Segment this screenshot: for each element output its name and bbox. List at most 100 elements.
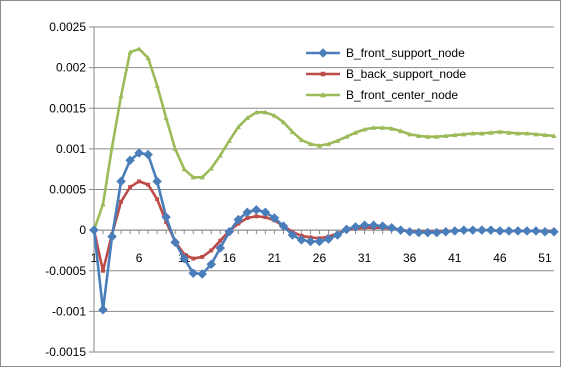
data-point <box>325 141 332 147</box>
data-point <box>155 197 160 202</box>
data-point <box>522 226 532 236</box>
data-point <box>334 138 341 143</box>
data-point <box>154 82 160 88</box>
x-tick-label: 31 <box>358 251 372 265</box>
data-point <box>314 236 325 247</box>
y-tick-label: -0.0015 <box>45 345 86 359</box>
data-point <box>551 133 557 138</box>
data-point <box>416 133 422 138</box>
data-point <box>368 220 379 231</box>
data-point <box>215 243 226 253</box>
data-point <box>89 225 99 235</box>
data-point <box>98 304 108 315</box>
series-B_front_support_node <box>89 148 559 315</box>
data-point <box>323 234 334 244</box>
data-point <box>479 130 485 136</box>
data-point <box>307 141 314 147</box>
data-point <box>377 221 388 231</box>
data-point <box>341 224 352 235</box>
data-point <box>488 130 494 135</box>
data-point <box>318 48 328 58</box>
x-tick-label: 16 <box>223 251 237 265</box>
data-point <box>197 269 208 279</box>
data-point <box>235 124 241 130</box>
data-point <box>497 129 503 134</box>
data-point <box>449 226 460 236</box>
data-point <box>434 134 440 139</box>
data-point <box>128 185 133 190</box>
data-point <box>371 125 377 130</box>
data-point <box>271 112 277 118</box>
data-point <box>208 165 214 171</box>
data-point <box>217 152 223 158</box>
data-point <box>280 119 287 125</box>
data-point <box>515 130 521 136</box>
x-tick-label: 51 <box>538 251 552 265</box>
data-point <box>125 155 135 166</box>
data-point <box>461 131 467 137</box>
data-point <box>245 215 250 220</box>
data-point <box>389 125 395 131</box>
data-point <box>425 134 431 139</box>
data-point <box>289 129 296 134</box>
data-point <box>260 207 271 218</box>
data-point <box>253 109 259 115</box>
data-point <box>361 126 368 132</box>
data-point <box>350 222 361 232</box>
data-point <box>332 230 343 240</box>
data-point <box>467 225 478 235</box>
data-point <box>305 236 316 247</box>
data-point <box>152 176 162 187</box>
data-point <box>134 148 144 158</box>
x-tick-label: 21 <box>268 251 282 265</box>
y-tick-label: 0.001 <box>56 142 86 156</box>
data-point <box>172 146 178 151</box>
data-point <box>161 212 172 222</box>
data-point <box>190 174 196 180</box>
series-layer <box>89 46 559 315</box>
y-tick-label: -0.001 <box>52 304 86 318</box>
data-point <box>495 226 505 236</box>
y-tick-label: 0.0025 <box>49 20 86 34</box>
data-point <box>181 166 187 172</box>
data-point <box>116 176 126 187</box>
data-point <box>316 143 323 148</box>
legend: B_front_support_node B_back_support_node B… <box>306 46 466 102</box>
data-point <box>242 207 253 218</box>
x-tick-labels: 16111621263136414651 <box>91 251 552 265</box>
data-point <box>352 130 359 135</box>
data-point <box>218 238 223 243</box>
data-point <box>404 226 415 237</box>
data-point <box>549 226 559 237</box>
data-point <box>136 46 142 52</box>
data-point <box>127 49 133 55</box>
data-point <box>200 254 205 259</box>
data-point <box>209 248 214 253</box>
y-tick-label: 0.002 <box>56 61 86 75</box>
data-point <box>343 134 350 139</box>
data-point <box>224 226 235 237</box>
data-point <box>199 174 205 180</box>
data-point <box>179 253 190 264</box>
data-point <box>254 214 259 219</box>
data-point <box>244 115 250 121</box>
legend-label: B_front_center_node <box>346 88 458 102</box>
data-point <box>278 221 289 231</box>
legend-label: B_front_support_node <box>346 46 465 60</box>
data-point <box>233 214 244 225</box>
data-point <box>476 225 487 235</box>
data-point <box>163 115 169 121</box>
data-point <box>226 138 232 143</box>
data-point <box>146 182 151 187</box>
data-point <box>407 131 413 137</box>
data-point <box>398 128 404 134</box>
data-point <box>298 137 305 143</box>
data-point <box>504 226 514 236</box>
data-point <box>107 231 117 242</box>
data-point <box>137 179 142 184</box>
data-point <box>422 227 433 238</box>
legend-entry: B_front_support_node <box>306 46 465 60</box>
data-point <box>458 225 469 235</box>
